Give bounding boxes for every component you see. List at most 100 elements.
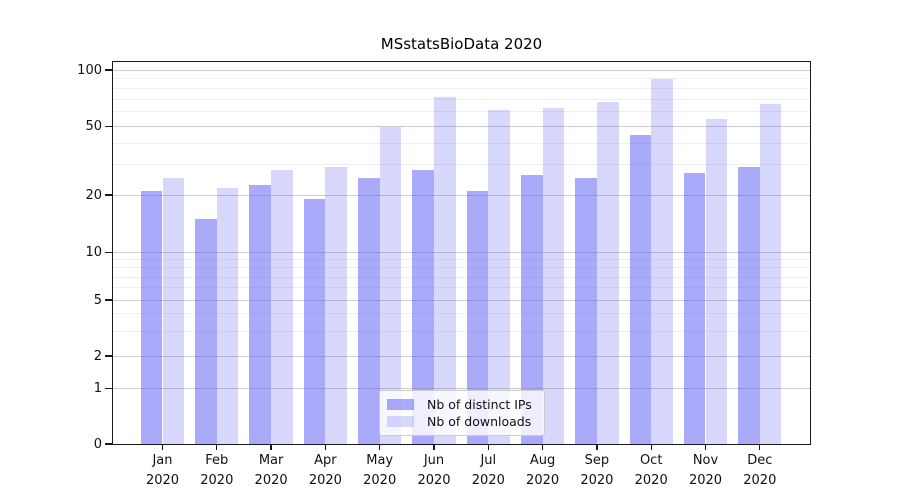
bar-distinct-ips-jun: [412, 169, 434, 444]
bar-distinct-ips-may: [358, 178, 380, 444]
bar-distinct-ips-aug: [520, 175, 543, 444]
x-tick-month: Aug: [529, 453, 556, 468]
x-tick-label: Jun 2020: [394, 451, 474, 490]
x-tick-label: Sep 2020: [557, 451, 637, 490]
x-tick-mark: [487, 445, 489, 450]
bar-downloads-sep: [596, 101, 619, 444]
x-tick-mark: [596, 445, 598, 450]
bar-downloads-aug: [542, 107, 565, 444]
y-tick-label: 1: [93, 380, 102, 396]
minor-gridline: [113, 259, 810, 261]
legend-swatch-distinct-ips: [387, 399, 414, 410]
x-tick-year: 2020: [254, 472, 288, 488]
x-tick-label: Jul 2020: [448, 451, 528, 490]
legend: Nb of distinct IPs Nb of downloads: [379, 390, 545, 436]
y-tick-mark: [105, 69, 112, 71]
minor-gridline: [113, 330, 810, 332]
minor-gridline: [113, 98, 810, 100]
bar-downloads-feb: [216, 187, 239, 444]
x-tick-label: Apr 2020: [285, 451, 365, 490]
x-tick-mark: [759, 445, 761, 450]
bar-downloads-dec: [759, 103, 782, 444]
y-tick-mark: [105, 126, 112, 128]
x-tick-year: 2020: [417, 472, 451, 488]
x-tick-label: Dec 2020: [720, 451, 800, 490]
bar-distinct-ips-dec: [738, 167, 760, 444]
minor-gridline: [113, 78, 810, 80]
x-tick-year: 2020: [471, 472, 505, 488]
x-tick-mark: [161, 445, 164, 450]
y-tick-mark: [105, 194, 112, 196]
x-tick-year: 2020: [200, 472, 234, 488]
x-tick-label: Nov 2020: [666, 451, 746, 490]
x-tick-label: Jan 2020: [123, 451, 203, 490]
x-tick-month: May: [366, 453, 394, 468]
minor-gridline: [113, 164, 810, 166]
y-tick-mark: [105, 443, 112, 445]
legend-swatch-downloads: [387, 416, 414, 427]
x-tick-month: Jun: [423, 453, 445, 468]
y-tick-mark: [105, 387, 112, 389]
bar-downloads-jul: [488, 110, 510, 444]
minor-gridline: [113, 287, 810, 289]
x-tick-month: Nov: [692, 453, 719, 468]
bar-distinct-ips-oct: [629, 134, 652, 444]
x-tick-mark: [216, 445, 218, 450]
y-tick-mark: [105, 299, 112, 301]
x-tick-mark: [541, 445, 544, 450]
y-tick-label: 20: [85, 187, 102, 203]
x-tick-year: 2020: [363, 472, 397, 488]
bar-downloads-may: [379, 126, 402, 444]
bar-downloads-apr: [325, 167, 348, 444]
y-tick-label: 100: [77, 62, 102, 78]
x-tick-label: Feb 2020: [177, 451, 257, 490]
bar-downloads-jan: [162, 178, 185, 444]
x-tick-year: 2020: [308, 472, 342, 488]
minor-gridline: [113, 267, 810, 269]
major-gridline: [113, 387, 810, 389]
x-tick-year: 2020: [743, 472, 777, 488]
x-tick-year: 2020: [145, 472, 180, 488]
x-tick-year: 2020: [688, 472, 723, 488]
y-tick-label: 5: [93, 292, 102, 308]
x-tick-year: 2020: [634, 472, 668, 488]
x-tick-mark: [433, 445, 435, 450]
x-tick-month: Apr: [314, 453, 337, 468]
x-tick-mark: [324, 445, 327, 450]
x-tick-month: Feb: [205, 453, 229, 468]
bar-downloads-oct: [651, 78, 673, 444]
y-tick-label: 50: [85, 119, 102, 135]
y-tick-label: 10: [85, 245, 102, 261]
plot-area: [113, 62, 810, 444]
bar-distinct-ips-sep: [575, 178, 597, 444]
bar-distinct-ips-mar: [249, 184, 272, 444]
major-gridline: [113, 252, 810, 254]
minor-gridline: [113, 87, 810, 89]
x-tick-mark: [650, 445, 652, 450]
x-tick-month: Dec: [747, 453, 773, 468]
x-tick-label: Mar 2020: [231, 451, 311, 490]
bar-downloads-nov: [705, 118, 728, 444]
bar-downloads-jun: [434, 96, 456, 444]
y-tick-label: 0: [93, 436, 102, 452]
x-tick-mark: [379, 445, 381, 450]
x-tick-mark: [270, 445, 272, 450]
bar-distinct-ips-feb: [195, 218, 217, 444]
y-tick-mark: [105, 252, 112, 254]
bar-distinct-ips-apr: [303, 199, 326, 444]
minor-gridline: [113, 142, 810, 144]
major-gridline: [113, 355, 810, 357]
bar-distinct-ips-jul: [466, 191, 489, 444]
x-tick-month: Jan: [152, 453, 173, 468]
x-tick-year: 2020: [526, 472, 560, 488]
legend-entry-distinct-ips: Nb of distinct IPs: [387, 397, 536, 412]
major-gridline: [113, 126, 810, 128]
x-tick-month: Mar: [258, 453, 284, 468]
y-tick-mark: [105, 355, 112, 357]
major-gridline: [113, 299, 810, 301]
x-tick-month: Sep: [584, 453, 610, 468]
x-tick-label: Aug 2020: [503, 451, 583, 490]
bar-distinct-ips-jan: [140, 191, 163, 444]
x-tick-month: Oct: [639, 453, 663, 468]
